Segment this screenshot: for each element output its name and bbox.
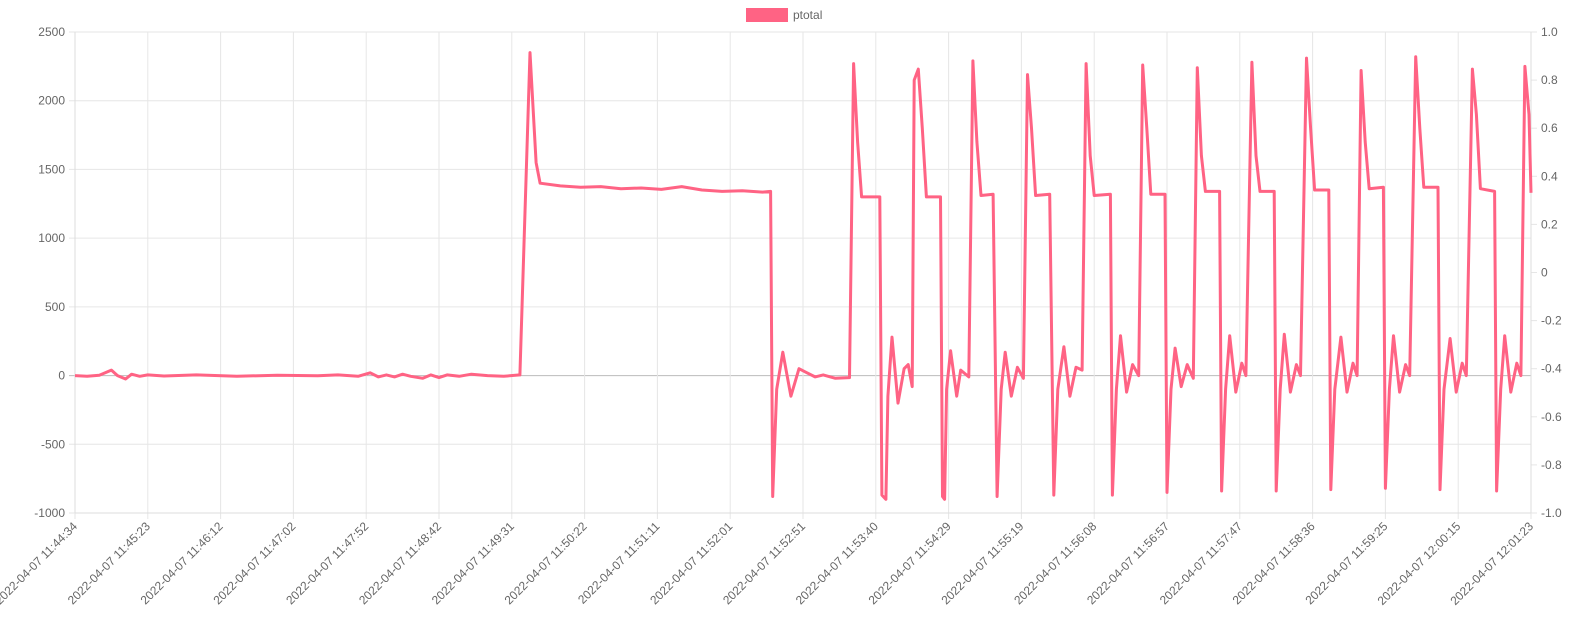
y-right-tick-label: -0.6 bbox=[1541, 410, 1562, 424]
y-left-tick-label: 0 bbox=[58, 369, 65, 383]
y-left-tick-label: -500 bbox=[41, 437, 65, 451]
y-left-tick-label: -1000 bbox=[34, 506, 65, 520]
y-left-tick-label: 500 bbox=[45, 300, 65, 314]
y-right-tick-label: -0.2 bbox=[1541, 314, 1562, 328]
y-right-tick-label: 0.2 bbox=[1541, 217, 1558, 231]
y-right-tick-label: 0 bbox=[1541, 266, 1548, 280]
y-right-tick-label: -0.4 bbox=[1541, 362, 1562, 376]
y-left-tick-label: 1500 bbox=[38, 162, 65, 176]
series-layer bbox=[74, 51, 1533, 501]
legend: ptotal bbox=[746, 8, 822, 22]
y-right-tick-label: 0.4 bbox=[1541, 169, 1558, 183]
legend-swatch[interactable] bbox=[746, 8, 788, 22]
y-left-tick-label: 2500 bbox=[38, 25, 65, 39]
series-line-ptotal bbox=[74, 51, 1533, 501]
y-right-tick-label: -1.0 bbox=[1541, 506, 1562, 520]
axes: 2500 2000 1500 1000 500 0 -500 -1000 1.0 0.8 0.6 0.… bbox=[0, 25, 1562, 608]
y-left-tick-label: 1000 bbox=[38, 231, 65, 245]
y-right-tick-label: 0.8 bbox=[1541, 73, 1558, 87]
legend-label[interactable]: ptotal bbox=[793, 8, 822, 22]
y-left-tick-label: 2000 bbox=[38, 94, 65, 108]
y-right-tick-label: 0.6 bbox=[1541, 121, 1558, 135]
grid-lines bbox=[69, 31, 1532, 519]
y-right-tick-label: 1.0 bbox=[1541, 25, 1558, 39]
y-right-tick-label: -0.8 bbox=[1541, 458, 1562, 472]
x-tick-label: 2022-04-07 12:01:23 bbox=[1447, 519, 1536, 608]
x-tick-label: 2022-04-07 11:51:11 bbox=[575, 519, 663, 607]
